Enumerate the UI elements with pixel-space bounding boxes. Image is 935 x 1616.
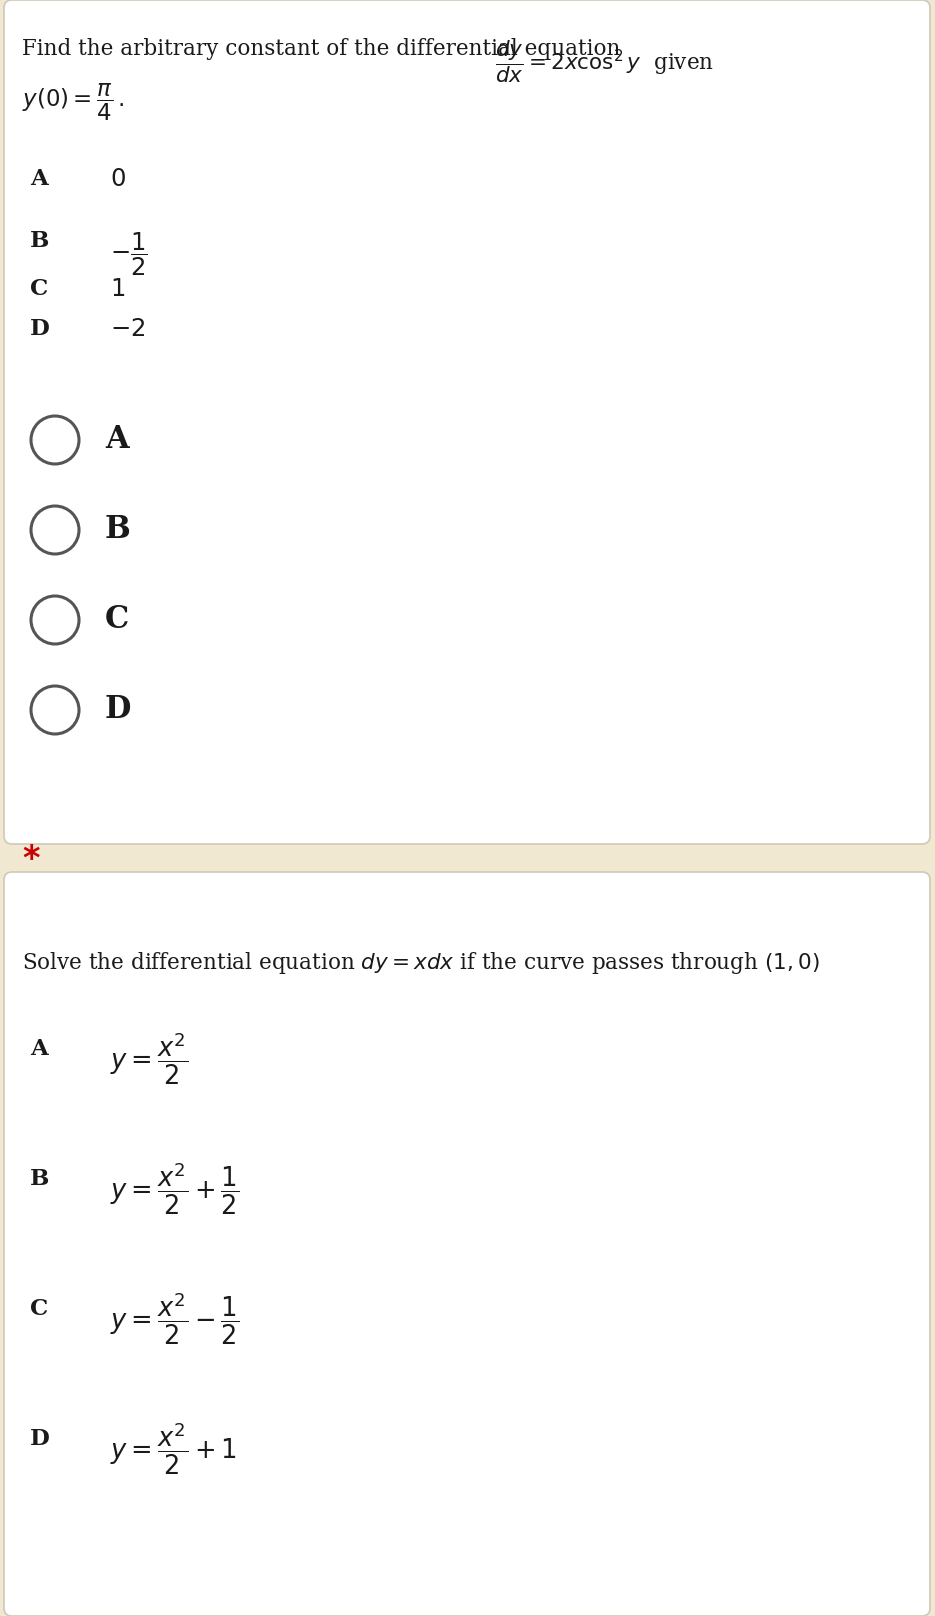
Text: Solve the differential equation $dy = xdx$ if the curve passes through $(1,0)$: Solve the differential equation $dy = xd… bbox=[22, 950, 820, 976]
Text: D: D bbox=[105, 695, 132, 726]
Text: $-2$: $-2$ bbox=[110, 318, 145, 341]
Text: B: B bbox=[30, 229, 50, 252]
Text: $1$: $1$ bbox=[110, 278, 125, 301]
Text: $y = \dfrac{x^2}{2} + 1$: $y = \dfrac{x^2}{2} + 1$ bbox=[110, 1420, 237, 1477]
Text: $\dfrac{dy}{dx} = 2x\cos^2 y$  given: $\dfrac{dy}{dx} = 2x\cos^2 y$ given bbox=[495, 39, 714, 84]
Text: C: C bbox=[30, 278, 49, 301]
Text: *: * bbox=[22, 844, 39, 876]
Text: $y = \dfrac{x^2}{2} + \dfrac{1}{2}$: $y = \dfrac{x^2}{2} + \dfrac{1}{2}$ bbox=[110, 1160, 239, 1217]
Text: $y = \dfrac{x^2}{2} - \dfrac{1}{2}$: $y = \dfrac{x^2}{2} - \dfrac{1}{2}$ bbox=[110, 1290, 239, 1346]
Text: B: B bbox=[30, 1168, 50, 1189]
Text: Find the arbitrary constant of the differential equation: Find the arbitrary constant of the diffe… bbox=[22, 39, 627, 60]
Text: $0$: $0$ bbox=[110, 168, 126, 191]
FancyBboxPatch shape bbox=[4, 873, 930, 1616]
Text: $y = \dfrac{x^2}{2}$: $y = \dfrac{x^2}{2}$ bbox=[110, 1029, 188, 1086]
Text: $y(0) = \dfrac{\pi}{4}\,.$: $y(0) = \dfrac{\pi}{4}\,.$ bbox=[22, 82, 124, 123]
Text: A: A bbox=[30, 1037, 48, 1060]
Text: D: D bbox=[30, 1429, 50, 1450]
Text: A: A bbox=[105, 425, 129, 456]
Text: $-\dfrac{1}{2}$: $-\dfrac{1}{2}$ bbox=[110, 229, 148, 278]
Text: C: C bbox=[30, 1298, 49, 1320]
Text: D: D bbox=[30, 318, 50, 339]
Text: B: B bbox=[105, 514, 131, 546]
Text: A: A bbox=[30, 168, 48, 191]
FancyBboxPatch shape bbox=[4, 0, 930, 844]
Text: C: C bbox=[105, 604, 129, 635]
